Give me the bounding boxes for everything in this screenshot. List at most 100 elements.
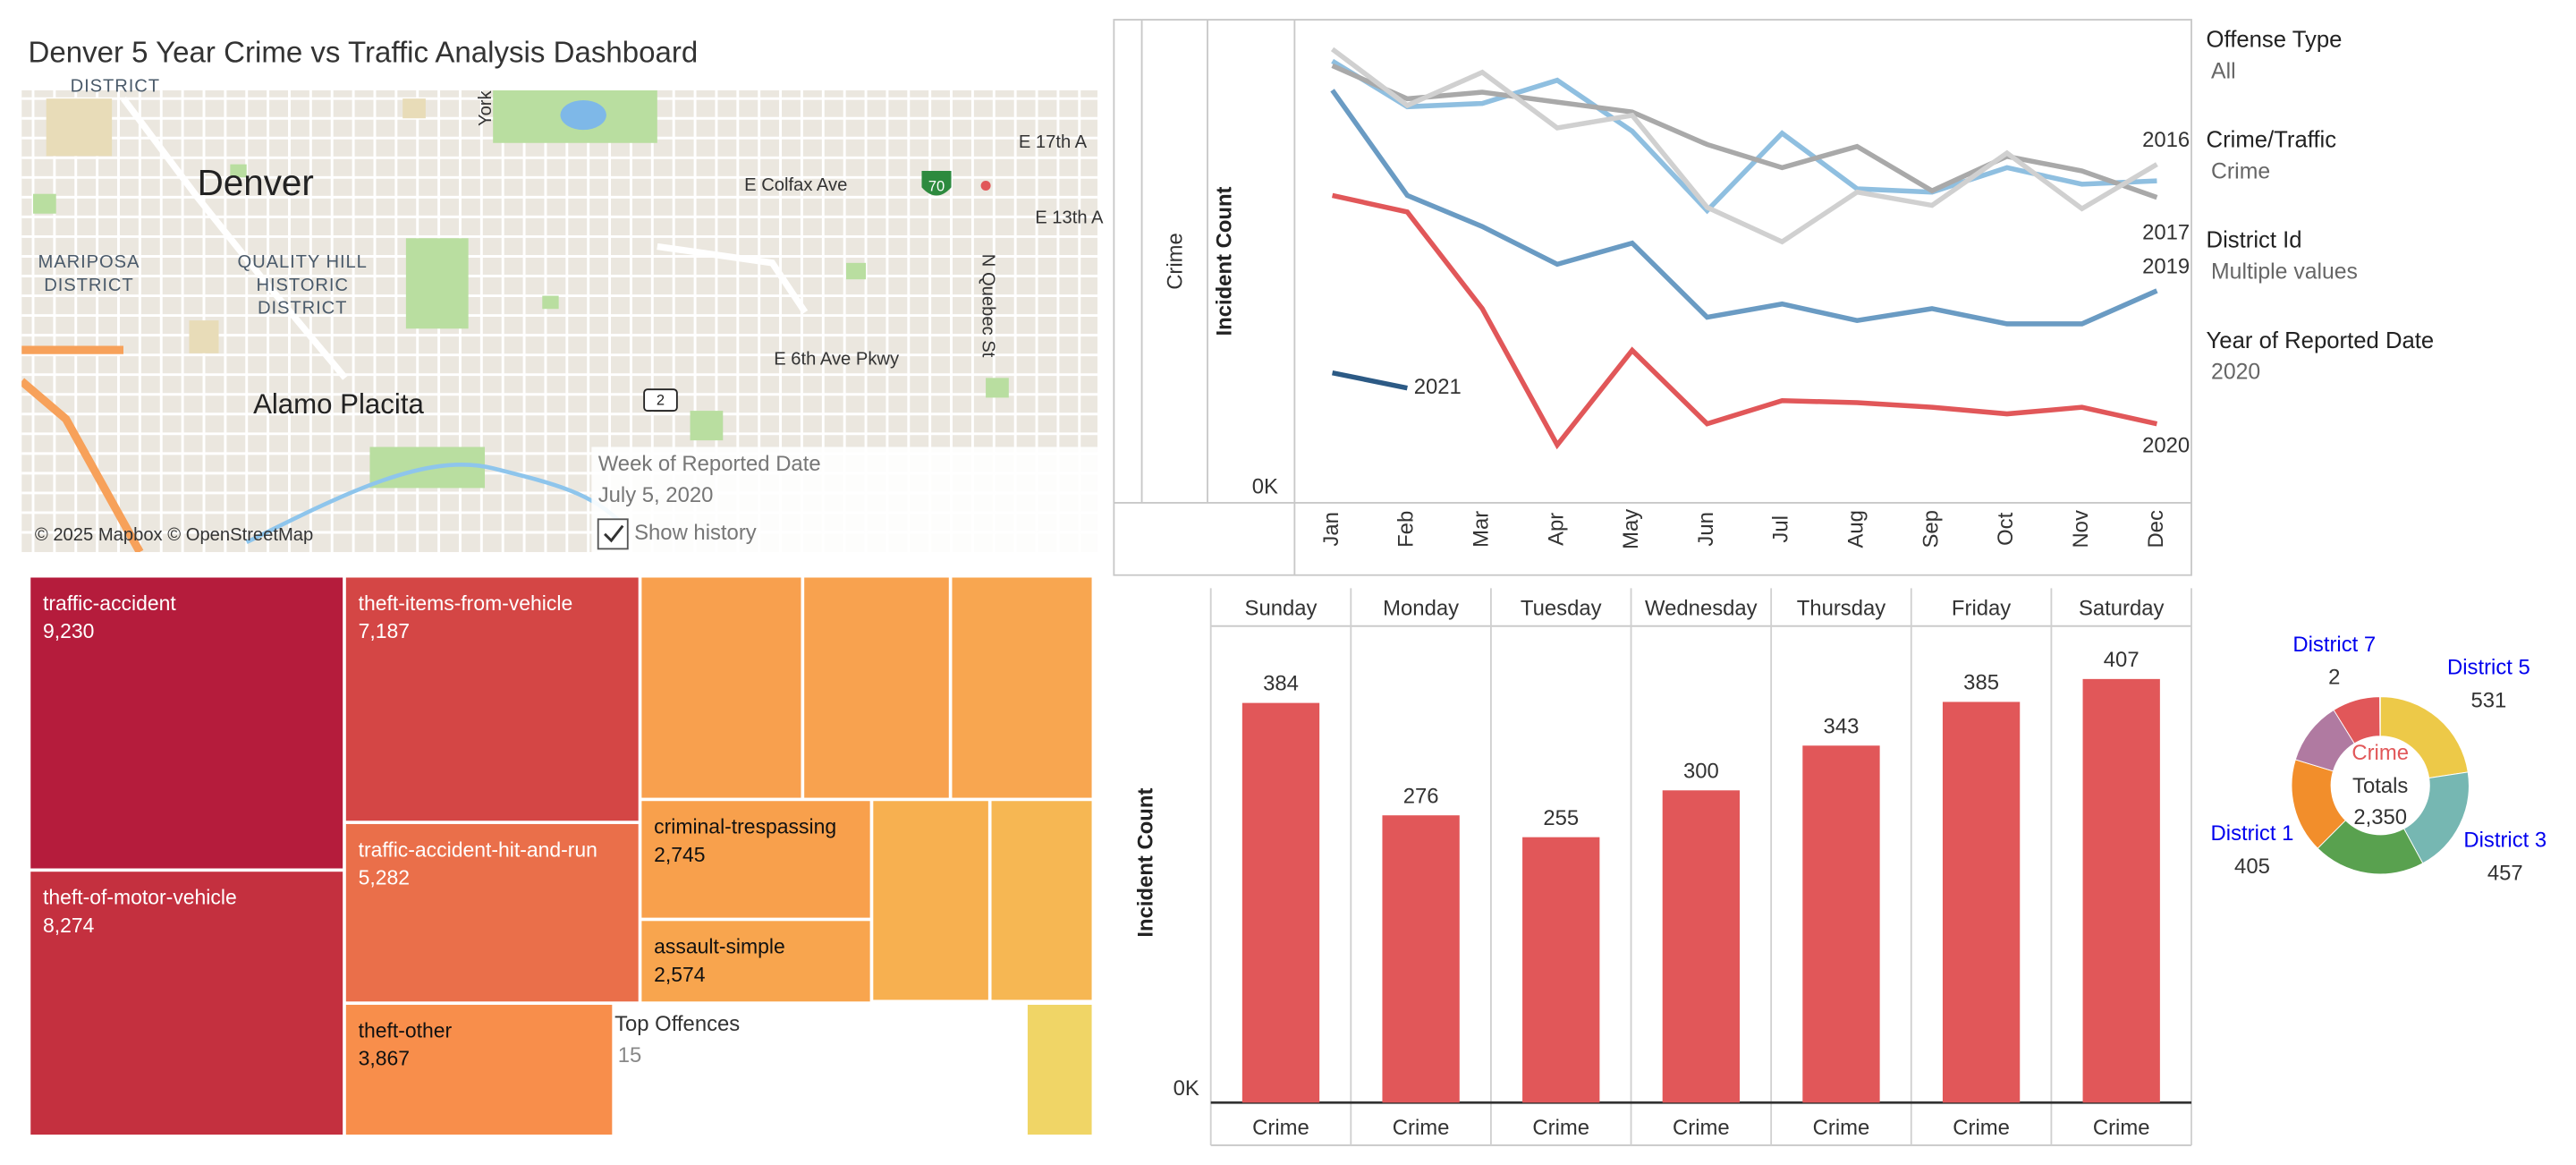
treemap-cell[interactable] (950, 575, 1094, 800)
map-label: Denver (198, 162, 314, 203)
filter-value[interactable]: Crime (2211, 159, 2270, 183)
x-tick-label: Jan (1319, 512, 1343, 546)
filter-label: Crime/Traffic (2207, 128, 2337, 153)
park (846, 262, 867, 280)
cell-value: 9,230 (43, 619, 94, 642)
cell-label: criminal-trespassing (654, 815, 836, 838)
treemap-cell[interactable] (871, 799, 990, 1002)
slice-label: District 7 (2292, 633, 2376, 657)
show-history-checkbox[interactable] (597, 518, 629, 550)
bar (1382, 815, 1460, 1103)
column-footer: Crime (1953, 1116, 2010, 1140)
filter-label: Offense Type (2207, 28, 2343, 53)
bar (2082, 678, 2160, 1103)
legend-value: 15 (618, 1043, 642, 1067)
treemap-cell[interactable] (640, 799, 872, 920)
data-label: 276 (1403, 784, 1439, 808)
week-control (591, 446, 1097, 553)
lake (560, 100, 606, 131)
y-axis-title: Incident Count (1133, 788, 1157, 938)
filter-value[interactable]: All (2211, 59, 2236, 83)
map-label: Alamo Placita (253, 388, 424, 420)
data-label: 343 (1824, 714, 1860, 738)
highway-shield (921, 170, 952, 196)
x-tick-label: Dec (2144, 510, 2168, 548)
cell-value: 5,282 (359, 866, 410, 889)
donut-slice (2379, 696, 2381, 737)
treemap-cell[interactable] (802, 575, 951, 800)
slice-label: District 5 (2447, 656, 2530, 680)
series-line (1331, 192, 2158, 450)
park (32, 193, 56, 214)
treemap-cell[interactable] (29, 870, 344, 1136)
map-label: DISTRICT (71, 77, 160, 97)
map-label: HISTORIC (256, 276, 348, 295)
center-title: Crime (2351, 741, 2409, 765)
map-label: QUALITY HILL (238, 252, 368, 272)
park (690, 411, 724, 441)
road-label: E 13th A (1035, 208, 1104, 228)
route-number: 2 (657, 391, 665, 408)
highway (21, 345, 144, 553)
slice-label: District 1 (2211, 821, 2294, 846)
x-tick-label: Feb (1394, 511, 1419, 548)
filter-value[interactable]: 2020 (2211, 360, 2260, 384)
column-header: Monday (1383, 597, 1459, 621)
column-footer: Crime (2093, 1116, 2150, 1140)
slice-value: 531 (2470, 688, 2506, 712)
cell-value: 2,745 (654, 843, 705, 866)
slice-value: 2 (2328, 666, 2340, 690)
series-label: 2020 (2142, 434, 2190, 458)
checkmark (604, 524, 624, 543)
x-tick-label: Mar (1470, 511, 1494, 548)
week-label: Week of Reported Date (598, 452, 821, 476)
series-line (1330, 47, 2158, 245)
park (230, 164, 247, 178)
line-frame (1113, 19, 2192, 576)
treemap-cell[interactable] (989, 799, 1094, 1002)
treemap-cell[interactable] (343, 575, 640, 823)
data-label: 407 (2104, 648, 2140, 672)
series-line (1332, 370, 1408, 391)
data-label: 385 (1963, 671, 1999, 695)
map-label: MARIPOSA (38, 252, 140, 272)
park (542, 295, 559, 310)
area (46, 98, 113, 157)
cell-value: 7,187 (359, 619, 410, 642)
treemap-cell[interactable] (640, 575, 803, 800)
route-shield (643, 388, 678, 412)
treemap-cell[interactable] (29, 575, 344, 871)
bar (1522, 837, 1600, 1103)
data-label: 255 (1543, 806, 1579, 830)
dashboard-title: Denver 5 Year Crime vs Traffic Analysis … (28, 36, 698, 69)
bar (1662, 790, 1741, 1103)
series-label: 2017 (2142, 220, 2190, 244)
road-label: E 17th A (1019, 132, 1088, 152)
center-label: Totals (2352, 774, 2408, 798)
x-tick-label: Oct (1994, 512, 2018, 545)
treemap-cell[interactable] (640, 919, 872, 1004)
show-history-label[interactable]: Show history (634, 521, 757, 545)
column-footer: Crime (1393, 1116, 1450, 1140)
filter-label: Year of Reported Date (2207, 328, 2435, 353)
column-footer: Crime (1532, 1116, 1589, 1140)
column-footer: Crime (1813, 1116, 1870, 1140)
data-label: 300 (1683, 759, 1719, 783)
week-value: July 5, 2020 (598, 483, 714, 507)
x-tick-label: Aug (1844, 510, 1868, 548)
series-label: 2021 (1414, 375, 1462, 399)
treemap-cell[interactable] (343, 1003, 614, 1136)
filter-value[interactable]: Multiple values (2211, 259, 2358, 284)
column-header: Wednesday (1645, 597, 1758, 621)
map[interactable] (21, 90, 1097, 553)
data-label: 384 (1263, 672, 1299, 696)
map-label: DISTRICT (44, 276, 133, 295)
center-value: 2,350 (2353, 805, 2407, 829)
map-labels: Denver MARIPOSA DISTRICT QUALITY HILL HI… (35, 77, 1104, 553)
treemap-cell[interactable] (343, 822, 640, 1004)
bar (1942, 702, 2021, 1103)
treemap-cell[interactable] (1026, 1003, 1094, 1136)
y-tick-label: 0K (1174, 1076, 1199, 1101)
slice-label: District 3 (2463, 829, 2546, 853)
row-header: Crime (1163, 233, 1187, 290)
